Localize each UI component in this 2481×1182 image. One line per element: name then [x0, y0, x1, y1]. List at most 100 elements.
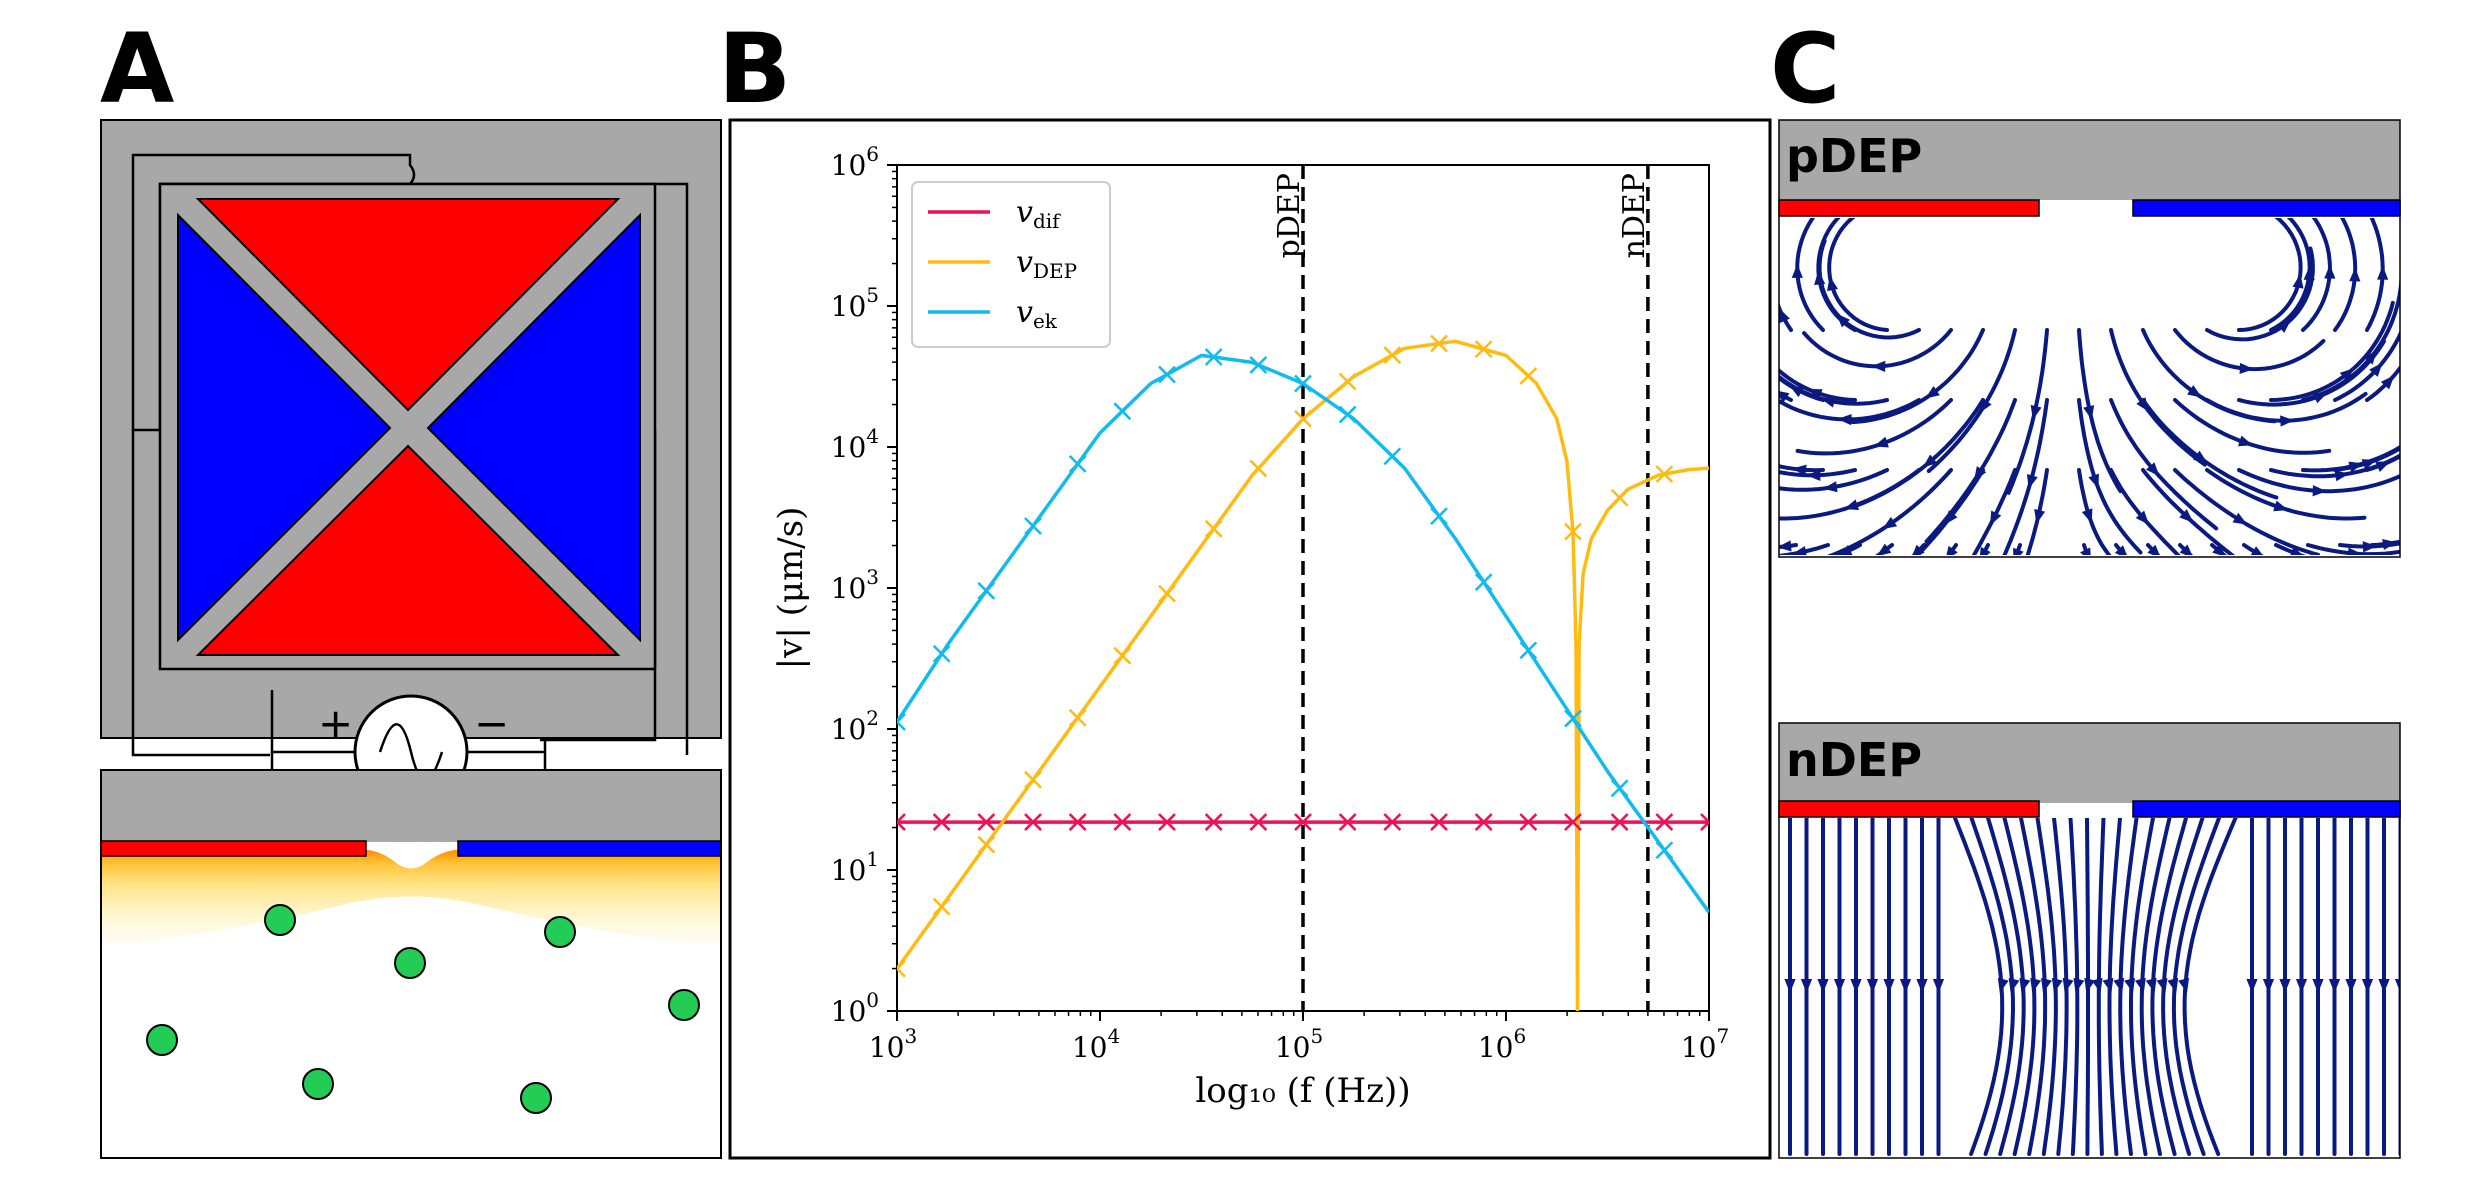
stream-arrow — [1877, 543, 1892, 555]
red-electrode-side — [100, 840, 367, 857]
stream-arrow — [2145, 462, 2160, 477]
stream-arrow — [2375, 461, 2391, 472]
marker-ek — [1519, 641, 1538, 660]
marker-dif — [932, 813, 951, 831]
stream-arrow — [1791, 263, 1803, 278]
particle — [544, 916, 576, 948]
stream-arrow — [2081, 508, 2093, 524]
pdep-streamline — [1850, 328, 1985, 425]
particle — [668, 989, 700, 1021]
stream-arrow — [2279, 979, 2291, 993]
series-group — [897, 334, 1709, 1011]
red-electrode-bottom — [195, 444, 621, 656]
stream-arrow — [1883, 979, 1895, 993]
ndep-streamline — [2182, 818, 2238, 1156]
panel-letter-c: C — [1770, 13, 1840, 125]
stream-arrow — [2062, 977, 2074, 993]
stream-arrow — [2030, 977, 2042, 993]
pdep-streamline — [2002, 398, 2049, 555]
x-tick-label: 104 — [1072, 1024, 1120, 1064]
marker-dif — [1430, 813, 1448, 831]
marker-dif — [1383, 813, 1402, 831]
marker-dif — [1564, 813, 1582, 831]
stream-arrow — [2363, 349, 2377, 365]
stream-arrow — [1922, 454, 1938, 468]
stream-arrow — [2377, 265, 2389, 280]
stream-arrow — [1779, 540, 1792, 552]
stream-arrow — [2361, 459, 2377, 470]
marker-dif — [1113, 813, 1132, 831]
marker-ek — [1610, 779, 1629, 798]
stream-arrow — [1979, 398, 1992, 414]
stream-arrow — [2114, 545, 2127, 555]
y-tick-label: 102 — [831, 706, 879, 746]
stream-arrow — [2232, 512, 2248, 525]
marker-dep — [1430, 334, 1448, 353]
stream-arrow — [2328, 979, 2341, 993]
stream-arrow — [2339, 368, 2355, 382]
stream-arrow — [2382, 538, 2397, 551]
stream-arrow — [2147, 544, 2160, 555]
pdep-blue-electrode — [2132, 199, 2401, 217]
stream-arrow — [2030, 404, 2042, 420]
pdep-streamline — [2077, 398, 2143, 555]
marker-ek — [1294, 374, 1312, 393]
stream-arrow — [1925, 385, 1940, 399]
pdep-streamline — [2173, 328, 2326, 372]
stream-arrow — [2348, 547, 2363, 555]
vline-label-ndep: nDEP — [1617, 173, 1652, 258]
stream-arrow — [2349, 267, 2361, 282]
particle — [520, 1082, 552, 1114]
stream-arrow — [2135, 510, 2150, 525]
stream-arrow — [2073, 977, 2085, 993]
marker-dep — [1204, 519, 1223, 538]
stream-arrow — [2091, 977, 2103, 993]
stream-arrow — [2280, 415, 2295, 427]
blue-electrode-side — [457, 840, 722, 857]
legend-box — [911, 181, 1111, 348]
marker-dep — [932, 897, 951, 916]
stream-arrow — [2303, 265, 2315, 281]
marker-dif — [1158, 813, 1176, 831]
stream-arrow — [2212, 543, 2226, 555]
stream-arrow — [2080, 547, 2091, 555]
marker-ek — [1158, 365, 1176, 384]
pdep-streamline — [2237, 468, 2400, 494]
stream-arrow — [2113, 977, 2125, 993]
blue-electrode-right — [426, 212, 641, 643]
marker-dep — [1610, 488, 1629, 507]
marker-dif — [1068, 813, 1087, 831]
stream-arrow — [1882, 516, 1898, 530]
stream-arrow — [2124, 977, 2135, 993]
stream-arrow — [2312, 485, 2327, 497]
ndep-streamplot: nDEP — [1778, 722, 2401, 1159]
plus-sign: + — [318, 699, 353, 748]
stream-arrow — [1916, 979, 1928, 993]
stream-arrow — [1989, 510, 2002, 526]
stream-arrow — [1866, 979, 1879, 993]
marker-dep — [1383, 346, 1402, 364]
stream-arrow — [1792, 545, 1807, 555]
marker-ek — [1430, 507, 1448, 525]
stream-arrow — [1817, 979, 1829, 993]
particles — [146, 904, 700, 1114]
stream-arrow — [2008, 977, 2020, 993]
marker-ek — [1113, 402, 1132, 421]
stream-arrow — [2179, 544, 2193, 555]
stream-arrow — [1946, 545, 1958, 555]
stream-arrow — [2156, 977, 2168, 993]
stream-arrow — [1806, 469, 1821, 481]
stream-arrow — [2034, 509, 2046, 524]
ndep-streamlines — [1784, 818, 2400, 1156]
marker-dif — [1024, 813, 1042, 831]
stream-arrow — [1800, 979, 1813, 993]
stream-arrow — [2380, 375, 2395, 390]
stream-arrow — [2102, 977, 2114, 993]
marker-dep — [1338, 372, 1357, 391]
pdep-streamline — [1795, 398, 1953, 456]
stream-arrow — [1871, 360, 1886, 372]
ndep-substrate — [1779, 723, 2400, 803]
marker-dif — [1294, 813, 1312, 831]
stream-arrow — [2273, 500, 2289, 512]
marker-dep — [1655, 465, 1674, 483]
